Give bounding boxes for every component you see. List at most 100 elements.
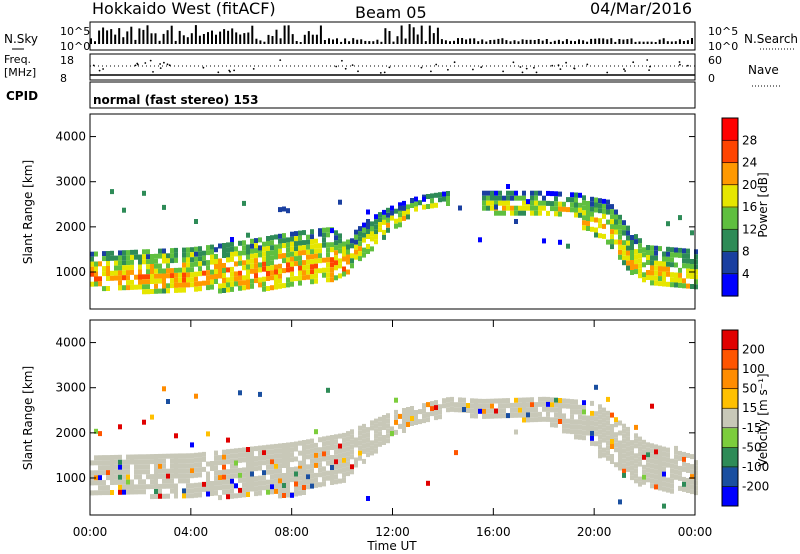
power-cell — [122, 250, 126, 256]
power-cell — [410, 198, 414, 203]
noise-bar — [223, 29, 226, 44]
power-cell — [198, 256, 202, 262]
velocity-cell — [650, 453, 654, 459]
velocity-cell — [666, 477, 670, 483]
velocity-cell — [494, 398, 498, 404]
velocity-cell — [270, 454, 274, 460]
power-cell — [622, 230, 626, 236]
velocity-cell — [234, 448, 238, 454]
power-cell — [366, 244, 370, 249]
power-cell — [406, 209, 410, 215]
noise-bar — [251, 25, 254, 44]
velocity-cell — [586, 415, 590, 421]
power-cell — [638, 268, 642, 274]
power-cell — [250, 283, 254, 289]
power-cell — [622, 220, 626, 226]
velocity-cell — [346, 471, 350, 477]
velocity-cell — [678, 485, 682, 491]
noise-bar — [420, 25, 423, 44]
velocity-cell — [334, 464, 338, 470]
power-cell — [122, 270, 126, 276]
y-tick-label: 2000 — [55, 426, 86, 440]
velocity-cell — [614, 417, 618, 423]
velocity-cell — [198, 492, 202, 498]
power-cell — [694, 274, 698, 280]
power-cell — [670, 257, 674, 263]
velocity-cell — [198, 452, 202, 458]
velocity-cell — [110, 490, 114, 495]
velocity-cell — [298, 480, 302, 486]
power-cell — [674, 277, 678, 283]
velocity-cell — [142, 454, 146, 460]
power-cell — [230, 271, 234, 277]
velocity-cell — [554, 402, 558, 408]
velocity-cell — [366, 427, 370, 433]
power-cell — [266, 236, 270, 241]
power-cell — [306, 264, 310, 270]
velocity-cell — [126, 479, 130, 485]
power-cell — [566, 243, 570, 249]
velocity-cell — [126, 484, 130, 490]
power-cell — [482, 205, 486, 211]
freq-point — [586, 63, 589, 66]
power-cell — [286, 242, 290, 248]
noise-bar — [469, 38, 472, 44]
power-cell — [162, 288, 166, 294]
velocity-cell — [334, 444, 338, 450]
velocity-cell — [394, 429, 398, 435]
power-cell — [194, 286, 198, 292]
power-cell — [270, 265, 274, 271]
power-cell — [322, 272, 326, 278]
power-cell — [678, 247, 682, 253]
power-cell — [178, 287, 182, 293]
velocity-cell — [338, 453, 342, 459]
noise-bar — [537, 39, 540, 44]
velocity-cell — [618, 455, 622, 461]
velocity-cell — [562, 418, 566, 424]
power-cell — [286, 277, 290, 283]
velocity-cell — [626, 431, 630, 437]
velocity-cell — [678, 475, 682, 481]
velocity-cell — [254, 481, 258, 487]
power-cell — [350, 263, 354, 269]
power-cell — [114, 275, 118, 281]
power-cell — [258, 252, 262, 258]
freq-point — [159, 67, 162, 69]
velocity-cell — [110, 470, 114, 475]
velocity-cell — [370, 445, 374, 451]
power-cell — [206, 280, 210, 286]
velocity-cell — [582, 420, 586, 426]
power-cell — [306, 269, 310, 275]
power-cell — [366, 224, 370, 229]
velocity-cell — [366, 432, 370, 438]
velocity-cell — [670, 483, 674, 489]
velocity-cell — [154, 479, 158, 484]
power-cell — [294, 236, 298, 242]
power-cell — [182, 267, 186, 273]
velocity-cell — [258, 455, 262, 461]
power-cell — [682, 263, 686, 269]
power-cell — [346, 254, 350, 260]
power-cell — [254, 263, 258, 269]
velocity-cell — [550, 417, 554, 423]
power-cell — [606, 204, 610, 210]
velocity-cell — [546, 406, 550, 412]
velocity-cell — [618, 465, 622, 471]
power-cell — [194, 276, 198, 282]
velocity-cell — [194, 452, 198, 458]
power-cell — [150, 279, 154, 284]
power-cell — [422, 196, 426, 202]
power-cell — [646, 270, 650, 275]
power-cell — [194, 246, 198, 252]
power-cell — [294, 251, 298, 257]
noise-tick-top-left: 10^5 — [60, 25, 90, 38]
noise-bar — [646, 41, 649, 44]
power-cell — [690, 230, 694, 236]
y-tick-label: 1000 — [55, 471, 86, 485]
velocity-cell — [318, 457, 322, 463]
velocity-cell — [630, 455, 634, 461]
velocity-cell — [226, 449, 230, 455]
colorbar-swatch — [722, 118, 738, 141]
power-cell — [162, 248, 166, 254]
power-cell — [594, 217, 598, 223]
